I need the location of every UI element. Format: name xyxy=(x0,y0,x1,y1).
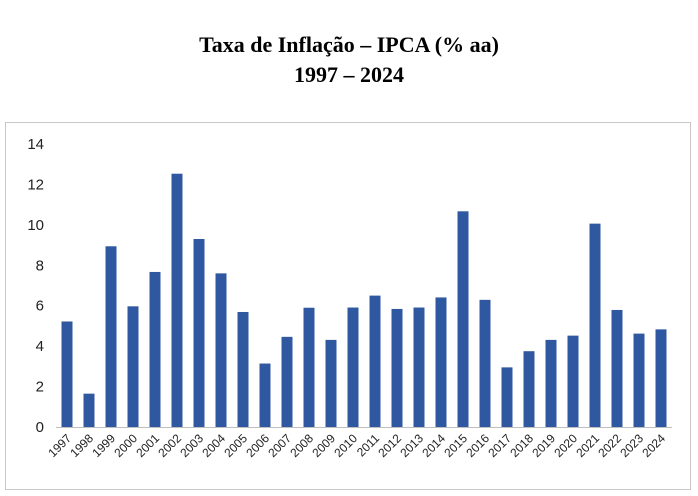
x-tick-label: 2010 xyxy=(331,431,360,460)
x-tick-label: 2001 xyxy=(133,431,162,460)
bar-2005 xyxy=(237,311,249,427)
chart-title: Taxa de Inflação – IPCA (% aa) xyxy=(199,32,499,57)
x-axis-ticks: 1997199819992000200120022003200420052006… xyxy=(45,431,668,460)
x-tick-label: 2006 xyxy=(243,431,272,460)
y-tick-label: 12 xyxy=(27,176,44,193)
bar-2004 xyxy=(215,273,227,427)
bar-2007 xyxy=(281,336,293,427)
x-tick-label: 2008 xyxy=(287,431,316,460)
x-tick-label: 2019 xyxy=(529,431,558,460)
x-tick-label: 2021 xyxy=(573,431,602,460)
y-tick-label: 8 xyxy=(36,257,44,274)
bar-2002 xyxy=(171,173,183,427)
x-tick-label: 2015 xyxy=(441,431,470,460)
x-tick-label: 2011 xyxy=(354,431,382,459)
x-tick-label: 2024 xyxy=(639,431,668,460)
x-tick-label: 2003 xyxy=(177,431,206,460)
x-tick-label: 2000 xyxy=(111,431,140,460)
bar-2022 xyxy=(611,309,623,427)
x-tick-label: 2009 xyxy=(309,431,338,460)
bar-1999 xyxy=(105,246,117,427)
x-tick-label: 1999 xyxy=(89,431,118,460)
y-tick-label: 0 xyxy=(36,419,44,436)
x-tick-label: 2004 xyxy=(199,431,228,460)
bar-2015 xyxy=(457,211,469,427)
y-tick-label: 10 xyxy=(27,217,44,234)
x-tick-label: 2017 xyxy=(485,431,514,460)
bar-2023 xyxy=(633,333,645,427)
x-tick-label: 2014 xyxy=(419,431,448,460)
x-tick-label: 2002 xyxy=(155,431,184,460)
x-tick-label: 1998 xyxy=(67,431,96,460)
x-tick-label: 1997 xyxy=(45,431,74,460)
bar-2003 xyxy=(193,239,205,427)
bar-2013 xyxy=(413,307,425,427)
x-tick-label: 2013 xyxy=(397,431,426,460)
bar-2000 xyxy=(127,306,139,427)
bar-2011 xyxy=(369,295,381,427)
y-tick-label: 14 xyxy=(27,136,44,153)
x-tick-label: 2007 xyxy=(265,431,294,460)
x-tick-label: 2018 xyxy=(507,431,536,460)
bar-2024 xyxy=(655,329,667,427)
bar-1997 xyxy=(61,321,73,427)
chart-frame xyxy=(5,122,691,490)
bar-2021 xyxy=(589,223,601,427)
bar-2014 xyxy=(435,297,447,427)
bar-1998 xyxy=(83,393,95,427)
bar-2019 xyxy=(545,339,557,427)
y-tick-label: 6 xyxy=(36,298,44,315)
bar-2009 xyxy=(325,339,337,427)
y-axis-ticks: 0 2 4 6 8 10 12 14 xyxy=(27,136,44,436)
y-tick-label: 2 xyxy=(36,379,44,396)
bar-2018 xyxy=(523,351,535,427)
x-tick-label: 2020 xyxy=(551,431,580,460)
bar-2008 xyxy=(303,307,315,427)
chart-title-block: Taxa de Inflação – IPCA (% aa) 1997 – 20… xyxy=(0,30,698,90)
chart-subtitle: 1997 – 2024 xyxy=(294,62,404,87)
x-tick-label: 2005 xyxy=(221,431,250,460)
bar-2001 xyxy=(149,271,161,427)
bars xyxy=(61,173,667,427)
x-tick-label: 2022 xyxy=(595,431,624,460)
x-tick-label: 2016 xyxy=(463,431,492,460)
bar-2012 xyxy=(391,308,403,427)
x-tick-label: 2023 xyxy=(617,431,646,460)
bar-2017 xyxy=(501,367,513,427)
x-tick-label: 2012 xyxy=(375,431,404,460)
bar-2006 xyxy=(259,363,271,427)
bar-2016 xyxy=(479,299,491,427)
y-tick-label: 4 xyxy=(36,338,44,355)
bar-2020 xyxy=(567,335,579,427)
bar-2010 xyxy=(347,307,359,427)
